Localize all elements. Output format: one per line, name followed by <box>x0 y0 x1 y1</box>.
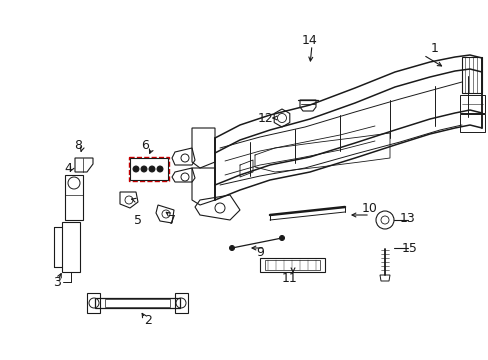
Bar <box>95 298 180 308</box>
Text: 13: 13 <box>399 212 415 225</box>
Bar <box>65 175 83 220</box>
Text: 7: 7 <box>168 213 176 226</box>
Text: 10: 10 <box>361 202 377 215</box>
Bar <box>105 299 170 307</box>
Bar <box>461 57 481 93</box>
Text: 15: 15 <box>401 242 417 255</box>
Bar <box>130 158 168 180</box>
Bar <box>459 95 484 113</box>
Circle shape <box>133 166 139 172</box>
Text: 5: 5 <box>134 213 142 226</box>
Bar <box>459 114 484 132</box>
Circle shape <box>279 235 284 240</box>
Text: 2: 2 <box>144 314 152 327</box>
Text: 9: 9 <box>256 247 264 260</box>
Circle shape <box>149 166 155 172</box>
Text: 14: 14 <box>302 33 317 46</box>
Text: 3: 3 <box>53 275 61 288</box>
Text: 11: 11 <box>282 271 297 284</box>
Bar <box>62 222 80 272</box>
Text: 12: 12 <box>258 112 273 125</box>
Circle shape <box>157 166 163 172</box>
Circle shape <box>229 246 234 251</box>
Text: 8: 8 <box>74 139 82 152</box>
Bar <box>264 260 319 270</box>
Text: 4: 4 <box>64 162 72 175</box>
Bar <box>260 258 325 272</box>
Bar <box>129 157 169 181</box>
Circle shape <box>141 166 147 172</box>
Text: 6: 6 <box>141 139 149 152</box>
Text: 1: 1 <box>430 41 438 54</box>
